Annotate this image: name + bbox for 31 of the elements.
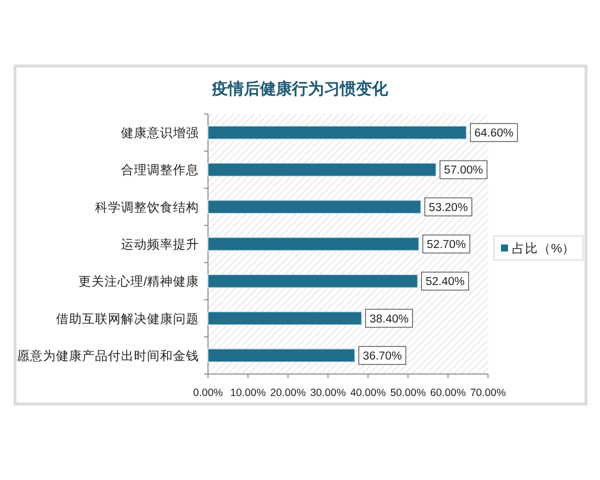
y-tick-label: 运动频率提升	[121, 236, 199, 252]
data-label: 52.70%	[426, 239, 466, 251]
data-label: 64.60%	[474, 128, 514, 140]
bar	[208, 126, 467, 140]
x-tick-label: 30.00%	[310, 387, 346, 399]
x-tick-label: 60.00%	[430, 387, 466, 399]
bar	[208, 274, 418, 288]
x-tick-label: 10.00%	[230, 387, 266, 399]
y-tick-label: 更关注心理/精神健康	[78, 274, 199, 289]
y-tick-label: 愿意为健康产品付出时间和金钱	[17, 348, 199, 363]
legend-label: 占比（%）	[512, 242, 576, 256]
data-label: 38.40%	[370, 313, 409, 326]
data-label: 36.70%	[362, 350, 402, 362]
y-tick-label: 健康意识增强	[121, 126, 199, 140]
data-label: 52.40%	[426, 276, 465, 288]
x-tick-label: 20.00%	[270, 387, 306, 399]
bar	[208, 311, 362, 326]
bar	[208, 162, 436, 177]
bar	[208, 348, 356, 362]
y-tick-label: 借助互联网解决健康问题	[56, 312, 199, 326]
data-label: 53.20%	[428, 202, 468, 214]
bar	[208, 200, 422, 214]
x-tick-label: 70.00%	[470, 387, 506, 399]
x-tick-label: 40.00%	[350, 387, 386, 399]
x-tick-label: 0.00%	[193, 387, 223, 399]
chart-title: 疫情后健康行为习惯变化	[211, 80, 389, 98]
y-tick-label: 合理调整作息	[121, 163, 199, 178]
x-tick-label: 50.00%	[390, 387, 426, 399]
y-tick-label: 科学调整饮食结构	[95, 200, 199, 214]
data-label: 57.00%	[444, 164, 484, 177]
bar	[208, 237, 420, 251]
